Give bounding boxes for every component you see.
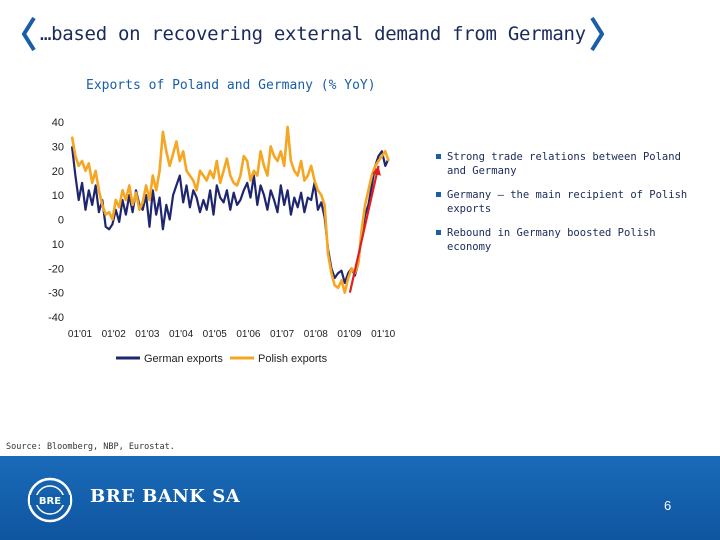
y-tick-label: 0 xyxy=(58,215,64,227)
bullet-list: Strong trade relations between Poland an… xyxy=(436,150,706,264)
x-tick-label: 01'09 xyxy=(337,329,362,340)
y-tick-label: -40 xyxy=(48,312,64,324)
x-tick-label: 01'05 xyxy=(203,329,228,340)
x-tick-label: 01'01 xyxy=(68,329,93,340)
series-line-german-exports xyxy=(70,146,390,284)
rebound-arrow-line xyxy=(348,165,380,293)
chart-title: Exports of Poland and Germany (% YoY) xyxy=(86,78,376,93)
chevron-right-icon xyxy=(590,17,604,51)
svg-text:BRE: BRE xyxy=(39,496,61,507)
x-tick-label: 01'08 xyxy=(304,329,329,340)
y-tick-label: 10 xyxy=(52,239,64,251)
x-tick-label: 01'06 xyxy=(236,329,261,340)
x-tick-label: 01'04 xyxy=(169,329,194,340)
exports-line-chart: 40 30 20 10 0 10 -20 -30 -40 01'01 01'02 01'03 01'04… xyxy=(48,117,396,365)
legend-label: German exports xyxy=(144,353,223,365)
y-tick-label: 40 xyxy=(52,117,64,129)
bullet-item: Germany – the main recipient of Polish e… xyxy=(436,188,706,216)
page-number: 6 xyxy=(664,498,672,513)
slide-title-bar: …based on recovering external demand fro… xyxy=(22,14,604,54)
x-tick-label: 01'07 xyxy=(270,329,295,340)
y-tick-label: 10 xyxy=(52,190,64,202)
bullet-item: Strong trade relations between Poland an… xyxy=(436,150,706,178)
series-line-polish-exports xyxy=(70,125,390,294)
brand-name: BRE BANK SA xyxy=(90,486,241,507)
y-tick-label: 30 xyxy=(52,141,64,153)
x-tick-label: 01'02 xyxy=(102,329,127,340)
chevron-left-icon xyxy=(22,17,36,51)
y-tick-label: -30 xyxy=(48,288,64,300)
legend-label: Polish exports xyxy=(258,353,328,365)
x-tick-label: 01'03 xyxy=(135,329,160,340)
rebound-arrow-head xyxy=(372,165,381,176)
source-note: Source: Bloomberg, NBP, Eurostat. xyxy=(6,442,175,452)
y-tick-label: -20 xyxy=(48,263,64,275)
bre-bank-logo-icon: BRE xyxy=(27,477,73,523)
y-tick-label: 20 xyxy=(52,166,64,178)
x-tick-label: 01'10 xyxy=(371,329,396,340)
bullet-item: Rebound in Germany boosted Polish econom… xyxy=(436,226,706,254)
slide-title: …based on recovering external demand fro… xyxy=(40,23,586,45)
footer-bar: BRE BRE BANK SA 6 xyxy=(0,456,720,540)
